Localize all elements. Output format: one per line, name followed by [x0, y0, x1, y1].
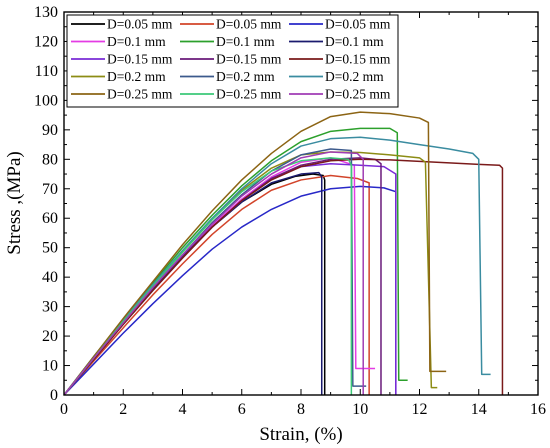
y-tick-label: 10 — [42, 358, 58, 375]
legend-label: D=0.1 mm — [107, 34, 166, 49]
legend-label: D=0.1 mm — [216, 34, 275, 49]
legend-label: D=0.2 mm — [216, 69, 275, 84]
series-line-11 — [63, 148, 367, 396]
y-tick-label: 80 — [42, 151, 58, 168]
y-tick-label: 50 — [42, 240, 58, 257]
x-tick-label: 16 — [530, 401, 546, 418]
series-line-4 — [63, 157, 376, 396]
legend-label: D=0.05 mm — [216, 17, 282, 32]
tick-layer: 0 2 4 6 8 10 12 14 16 0 10 20 30 40 50 60 70 80 90 100 110 12… — [34, 4, 546, 418]
series-layer — [63, 111, 504, 396]
series-line-6 — [63, 171, 323, 396]
series-line-12 — [63, 136, 491, 396]
x-tick-label: 6 — [238, 401, 246, 418]
x-tick-label: 12 — [412, 401, 428, 418]
legend-label: D=0.25 mm — [216, 87, 282, 102]
legend-item: D=0.1 mm — [289, 34, 384, 49]
legend-item: D=0.15 mm — [289, 52, 391, 67]
y-tick-label: 30 — [42, 299, 58, 316]
legend-label: D=0.05 mm — [325, 17, 391, 32]
legend-item: D=0.15 mm — [180, 52, 282, 67]
legend-item: D=0.05 mm — [180, 17, 282, 32]
series-line-1 — [63, 173, 326, 396]
y-tick-label: 60 — [42, 210, 58, 227]
x-tick-label: 14 — [471, 401, 487, 418]
legend-label: D=0.25 mm — [325, 87, 391, 102]
x-tick-label: 8 — [297, 401, 305, 418]
series-line-15 — [63, 151, 364, 396]
legend-item: D=0.2 mm — [71, 69, 166, 84]
x-tick-label: 10 — [352, 401, 368, 418]
legend-item: D=0.1 mm — [180, 34, 275, 49]
legend-item: D=0.2 mm — [289, 69, 384, 84]
legend-item: D=0.05 mm — [71, 17, 173, 32]
legend-label: D=0.1 mm — [325, 34, 384, 49]
y-tick-label: 110 — [35, 63, 58, 80]
x-tick-label: 4 — [179, 401, 187, 418]
series-line-8 — [63, 157, 382, 396]
y-tick-label: 130 — [34, 4, 58, 21]
legend: D=0.05 mm D=0.05 mm D=0.05 mm D=0.1 mm D=0.1… — [66, 14, 399, 108]
legend-label: D=0.05 mm — [107, 17, 173, 32]
legend-item: D=0.15 mm — [71, 52, 173, 67]
y-tick-label: 20 — [42, 328, 58, 345]
x-tick-label: 0 — [60, 401, 68, 418]
y-tick-label: 120 — [34, 33, 58, 50]
legend-label: D=0.2 mm — [107, 69, 166, 84]
y-tick-label: 90 — [42, 122, 58, 139]
legend-item: D=0.1 mm — [71, 34, 166, 49]
series-line-3 — [63, 185, 397, 396]
y-tick-label: 70 — [42, 181, 58, 198]
legend-label: D=0.15 mm — [325, 52, 391, 67]
legend-item: D=0.25 mm — [71, 87, 173, 102]
y-tick-label: 0 — [50, 387, 58, 404]
series-line-13 — [63, 111, 447, 396]
legend-label: D=0.15 mm — [216, 52, 282, 67]
y-axis-label: Stress ,(MPa) — [4, 151, 25, 254]
legend-label: D=0.15 mm — [107, 52, 173, 67]
legend-item: D=0.25 mm — [289, 87, 391, 102]
series-line-9 — [63, 158, 504, 396]
legend-label: D=0.25 mm — [107, 87, 173, 102]
x-tick-label: 2 — [119, 401, 127, 418]
legend-label: D=0.2 mm — [325, 69, 384, 84]
legend-item: D=0.25 mm — [180, 87, 282, 102]
y-tick-label: 40 — [42, 269, 58, 286]
legend-item: D=0.05 mm — [289, 17, 391, 32]
y-tick-label: 100 — [34, 92, 58, 109]
legend-items: D=0.05 mm D=0.05 mm D=0.05 mm D=0.1 mm D=0.1… — [71, 17, 391, 102]
series-line-14 — [63, 157, 353, 396]
legend-frame — [66, 14, 399, 108]
legend-item: D=0.2 mm — [180, 69, 275, 84]
x-axis-label: Strain, (%) — [259, 424, 342, 445]
series-line-2 — [63, 174, 370, 396]
